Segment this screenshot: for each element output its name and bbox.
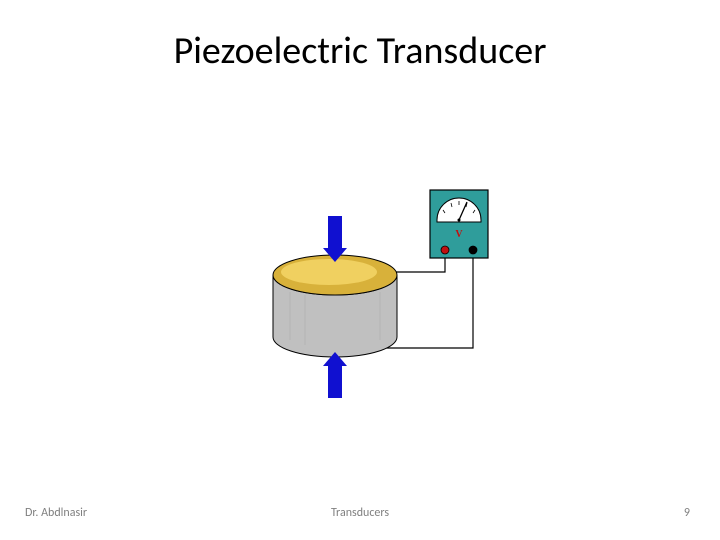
- piezo-cylinder: [273, 255, 397, 357]
- voltmeter: V: [430, 190, 488, 258]
- footer-topic: Transducers: [0, 506, 720, 520]
- page-title: Piezoelectric Transducer: [0, 28, 720, 74]
- force-arrow-bottom: [323, 352, 347, 398]
- piezo-diagram: V: [255, 180, 515, 410]
- meter-label: V: [455, 229, 463, 240]
- diagram-svg: V: [255, 180, 515, 410]
- terminal-negative: [469, 246, 477, 254]
- footer-page-number: 9: [684, 506, 690, 520]
- terminal-positive: [441, 246, 449, 254]
